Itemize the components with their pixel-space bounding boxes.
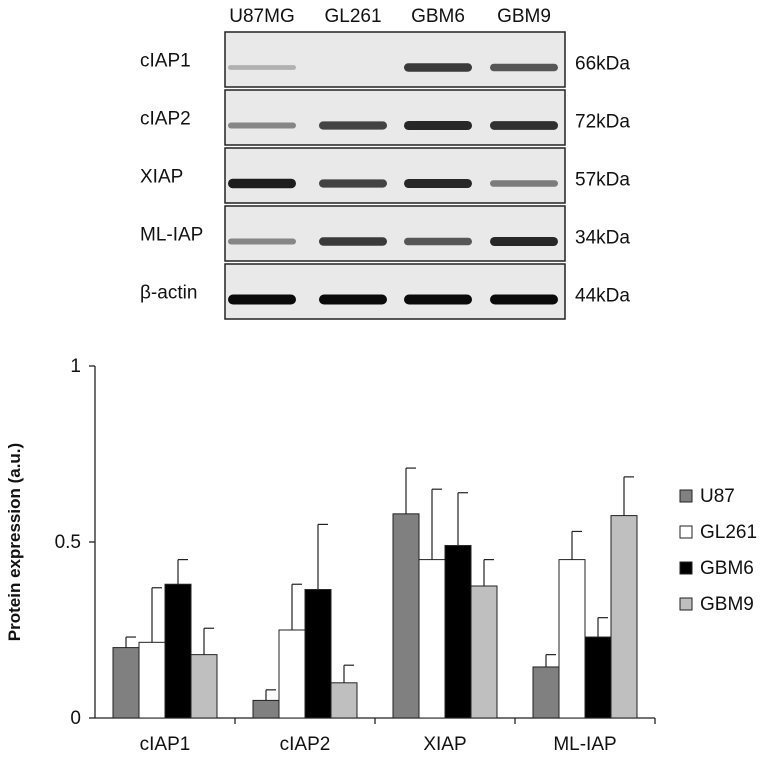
chart-bars bbox=[112, 467, 638, 719]
chart-legend: U87 GL261 GBM6 GBM9 bbox=[679, 486, 757, 615]
blot-rows: cIAP1 66kDa cIAP2 72kDa XIAP 57kDa ML-IAP 34kDa… bbox=[140, 31, 630, 320]
legend-label: GBM9 bbox=[700, 594, 754, 615]
blot-row-3: ML-IAP 34kDa bbox=[140, 205, 630, 262]
blot-strip bbox=[224, 147, 566, 204]
legend-swatch bbox=[679, 561, 693, 575]
protein-label: β-actin bbox=[140, 283, 197, 304]
blot-strip bbox=[224, 205, 566, 262]
blot-band bbox=[319, 237, 387, 246]
lane-label-0: U87MG bbox=[229, 6, 294, 27]
legend-label: GBM6 bbox=[700, 558, 754, 579]
bar-chart: 0 0.5 1 Protein expression (a.u.) cIAP1 cIAP2… bbox=[5, 356, 757, 755]
kda-label: 57kDa bbox=[575, 170, 630, 191]
chart-axes: 0 0.5 1 Protein expression (a.u.) cIAP1 cIAP2… bbox=[5, 356, 656, 755]
bar-gbm9-ciap1 bbox=[190, 654, 218, 719]
blot-row-2: XIAP 57kDa bbox=[140, 147, 630, 204]
x-tick-label: ML-IAP bbox=[553, 734, 616, 755]
blot-band bbox=[319, 294, 387, 305]
lane-label-2: GBM6 bbox=[411, 6, 465, 27]
blot-row-1: cIAP2 72kDa bbox=[140, 89, 630, 146]
lane-label-3: GBM9 bbox=[497, 6, 551, 27]
kda-label: 34kDa bbox=[575, 228, 630, 249]
legend-swatch bbox=[679, 525, 693, 539]
protein-label: cIAP2 bbox=[140, 109, 191, 130]
lane-label-1: GL261 bbox=[324, 6, 381, 27]
y-tick-label: 0.5 bbox=[55, 532, 81, 553]
legend-swatch bbox=[679, 597, 693, 611]
western-blot-panel: U87MG GL261 GBM6 GBM9 cIAP1 66kDa cIAP2 72kDa X… bbox=[140, 6, 630, 320]
blot-band bbox=[490, 294, 558, 305]
bar-gbm6-ciap1 bbox=[164, 583, 192, 719]
protein-label: ML-IAP bbox=[140, 225, 203, 246]
x-tick-label: cIAP1 bbox=[140, 734, 191, 755]
blot-band bbox=[490, 236, 558, 247]
blot-band bbox=[404, 63, 472, 72]
blot-band bbox=[490, 180, 558, 187]
blot-band bbox=[228, 294, 296, 305]
legend-item-u87: U87 bbox=[679, 486, 735, 507]
x-tick-label: XIAP bbox=[423, 734, 466, 755]
y-tick-label: 1 bbox=[70, 356, 81, 377]
legend-item-gbm9: GBM9 bbox=[679, 594, 754, 615]
blot-strip bbox=[224, 89, 566, 146]
bar-gbm6-ml-iap bbox=[584, 636, 612, 719]
legend-label: U87 bbox=[700, 486, 735, 507]
blot-band bbox=[228, 65, 296, 70]
blot-strip bbox=[224, 31, 566, 88]
blot-band bbox=[228, 122, 296, 129]
blot-row-0: cIAP1 66kDa bbox=[140, 31, 630, 88]
bar-u87-xiap bbox=[392, 513, 420, 719]
legend-item-gbm6: GBM6 bbox=[679, 558, 754, 579]
blot-strip bbox=[224, 263, 566, 320]
bar-gl261-xiap bbox=[418, 559, 446, 719]
blot-band bbox=[228, 238, 296, 245]
bar-gl261-ml-iap bbox=[558, 559, 586, 719]
blot-band bbox=[404, 294, 472, 305]
y-axis-label: Protein expression (a.u.) bbox=[5, 443, 24, 641]
blot-band bbox=[490, 63, 558, 72]
bar-gbm9-ciap2 bbox=[330, 682, 358, 719]
legend-label: GL261 bbox=[700, 522, 757, 543]
legend-item-gl261: GL261 bbox=[679, 522, 757, 543]
bar-gbm6-ciap2 bbox=[304, 589, 332, 719]
blot-lane-labels: U87MG GL261 GBM6 GBM9 bbox=[229, 6, 551, 27]
x-tick-label: cIAP2 bbox=[280, 734, 331, 755]
bar-gl261-ciap1 bbox=[138, 641, 166, 719]
blot-band bbox=[319, 121, 387, 130]
bar-u87-ciap1 bbox=[112, 647, 140, 719]
bar-u87-ciap2 bbox=[252, 699, 280, 719]
bar-gbm6-xiap bbox=[444, 545, 472, 719]
bar-u87-ml-iap bbox=[532, 666, 560, 719]
legend-swatch bbox=[679, 489, 693, 503]
kda-label: 66kDa bbox=[575, 54, 630, 75]
kda-label: 44kDa bbox=[575, 286, 630, 307]
bar-gbm9-xiap bbox=[470, 585, 498, 719]
blot-band bbox=[404, 178, 472, 189]
kda-label: 72kDa bbox=[575, 112, 630, 133]
blot-band bbox=[319, 179, 387, 188]
protein-label: XIAP bbox=[140, 167, 183, 188]
blot-band bbox=[404, 120, 472, 131]
blot-band bbox=[228, 178, 296, 189]
blot-band bbox=[404, 237, 472, 246]
bar-gl261-ciap2 bbox=[278, 629, 306, 719]
bar-gbm9-ml-iap bbox=[610, 515, 638, 719]
protein-label: cIAP1 bbox=[140, 51, 191, 72]
y-tick-label: 0 bbox=[70, 708, 81, 729]
blot-row-4: β-actin 44kDa bbox=[140, 263, 630, 320]
blot-band bbox=[490, 121, 558, 130]
